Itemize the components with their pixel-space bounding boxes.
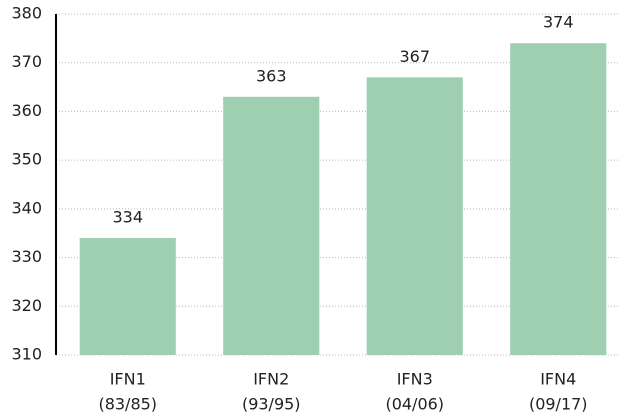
x-tick-label: IFN1 — [110, 370, 146, 389]
value-label: 363 — [256, 66, 287, 85]
bar — [223, 96, 320, 356]
y-tick-label: 330 — [11, 247, 42, 266]
x-tick-label: IFN4 — [540, 370, 576, 389]
x-tick-label: (09/17) — [529, 395, 588, 414]
bar — [510, 43, 607, 355]
y-tick-label: 320 — [11, 296, 42, 315]
y-tick-label: 350 — [11, 150, 42, 169]
x-tick-label: IFN3 — [397, 370, 433, 389]
value-label: 367 — [399, 47, 430, 66]
value-label: 334 — [112, 208, 143, 227]
y-tick-label: 380 — [11, 4, 42, 23]
bar — [366, 77, 463, 355]
y-tick-label: 340 — [11, 198, 42, 217]
value-label: 374 — [543, 13, 574, 32]
x-tick-label: (83/85) — [98, 395, 157, 414]
x-tick-label: IFN2 — [253, 370, 289, 389]
y-tick-label: 310 — [11, 345, 42, 364]
y-tick-label: 360 — [11, 101, 42, 120]
bar — [79, 238, 176, 355]
y-tick-label: 370 — [11, 52, 42, 71]
x-tick-label: (93/95) — [242, 395, 301, 414]
x-tick-label: (04/06) — [385, 395, 444, 414]
